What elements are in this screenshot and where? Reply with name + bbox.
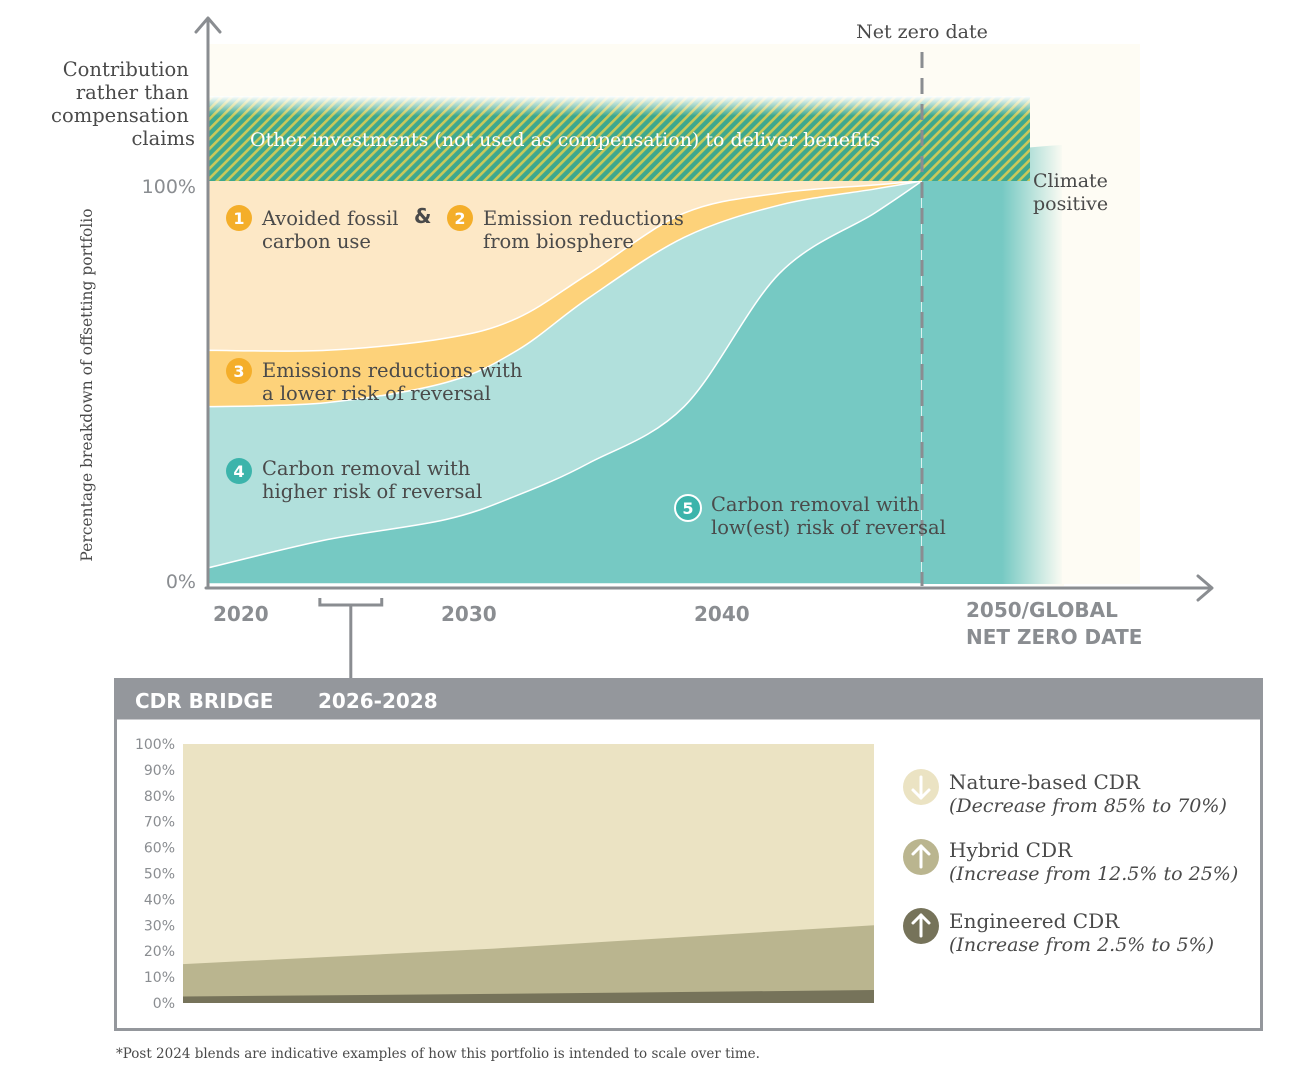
cdr-areas [183,744,874,1003]
legend-name: Nature-based CDR [949,770,1141,794]
legend-note: (Increase from 12.5% to 25%) [949,863,1238,885]
badge-5 [674,494,702,522]
badge-3 [226,358,252,384]
net-zero-label: Net zero date [856,21,988,43]
badge-2 [447,205,473,231]
label-series-2: 2 Emission reductions from biosphere [447,205,690,253]
arrow-down-icon [911,775,931,800]
cdr-area-hybrid [183,925,874,1003]
x-tick-label-net-zero: 2050/GLOBAL NET ZERO DATE [966,598,1142,649]
cdr-y-tick-label: 10% [144,970,175,986]
badge-number: 4 [233,462,244,481]
cdr-panel-header [115,679,1262,720]
label-series-1: 1 Avoided fossil carbon use [226,205,405,253]
post-net-zero-fade [1002,141,1064,586]
cdr-panel-period: 2026-2028 [318,689,438,713]
legend-nature-based: Nature-based CDR (Decrease from 85% to 7… [903,769,1227,817]
label-series-4: 4 Carbon removal with higher risk of rev… [226,457,482,503]
main-areas [207,179,923,585]
legend-name: Engineered CDR [949,909,1120,933]
series-label: Emission reductions from biosphere [483,207,690,253]
badge-4 [226,458,252,484]
cdr-bridge-bracket [318,598,384,679]
y-tick-label: 0% [166,571,196,593]
main-axes [194,16,1214,602]
x-tick-label: 2030 [441,602,497,626]
cdr-y-tick-label: 0% [153,996,175,1012]
cdr-y-tick-label: 40% [144,892,175,908]
contribution-band-text: Other investments (not used as compensat… [250,129,880,151]
contribution-band-fade [208,96,1030,116]
y-axis-label: Percentage breakdown of offsetting portf… [78,208,96,561]
label-series-5: 5 Carbon removal with low(est) risk of r… [674,493,946,539]
cdr-y-ticks: 100% 90% 80% 70% 60% 50% 40% 30% 20% 10% 0% [135,737,175,1012]
badge-number: 3 [233,362,244,381]
label-series-3: 3 Emissions reductions with a lower risk… [226,358,529,405]
footnote: *Post 2024 blends are indicative example… [116,1046,760,1062]
badge-number: 2 [454,209,465,228]
legend-note: (Decrease from 85% to 70%) [949,795,1227,817]
y-tick-label: 100% [142,176,196,198]
cdr-y-tick-label: 70% [144,815,175,831]
cdr-area-engineered [183,990,874,1003]
ampersand: & [414,204,431,228]
y-axis-arrowhead [194,16,222,34]
badge-number: 1 [233,209,244,228]
badge-1 [226,205,252,231]
cdr-y-tick-label: 60% [144,841,175,857]
cdr-y-tick-label: 20% [144,944,175,960]
area-lowest-risk-removal [207,179,923,585]
cdr-y-tick-label: 100% [135,737,175,753]
climate-positive-label: Climate positive [1033,170,1114,215]
cdr-y-tick-label: 30% [144,918,175,934]
x-axis-arrowhead [1196,574,1214,602]
series-label: Emissions reductions with a lower risk o… [262,359,529,405]
legend-note: (Increase from 2.5% to 5%) [949,934,1214,956]
contribution-side-label: Contribution rather than compensation cl… [51,58,195,150]
x-tick-label: 2020 [213,602,269,626]
cdr-y-tick-label: 80% [144,789,175,805]
legend-engineered: Engineered CDR (Increase from 2.5% to 5%… [903,908,1214,956]
cdr-legend: Nature-based CDR (Decrease from 85% to 7… [903,769,1238,956]
arrow-up-icon [911,844,931,869]
cdr-panel-title: CDR BRIDGE [135,689,273,713]
arrow-up-icon [911,913,931,938]
legend-hybrid: Hybrid CDR (Increase from 12.5% to 25%) [903,838,1238,885]
x-tick-label: 2040 [694,602,750,626]
series-label: Carbon removal with higher risk of rever… [262,457,482,503]
cdr-y-tick-label: 50% [144,867,175,883]
badge-number: 5 [682,499,693,518]
series-label: Avoided fossil carbon use [261,207,405,253]
legend-name: Hybrid CDR [949,838,1073,862]
cdr-y-tick-label: 90% [144,763,175,779]
series-label: Carbon removal with low(est) risk of rev… [711,493,946,539]
